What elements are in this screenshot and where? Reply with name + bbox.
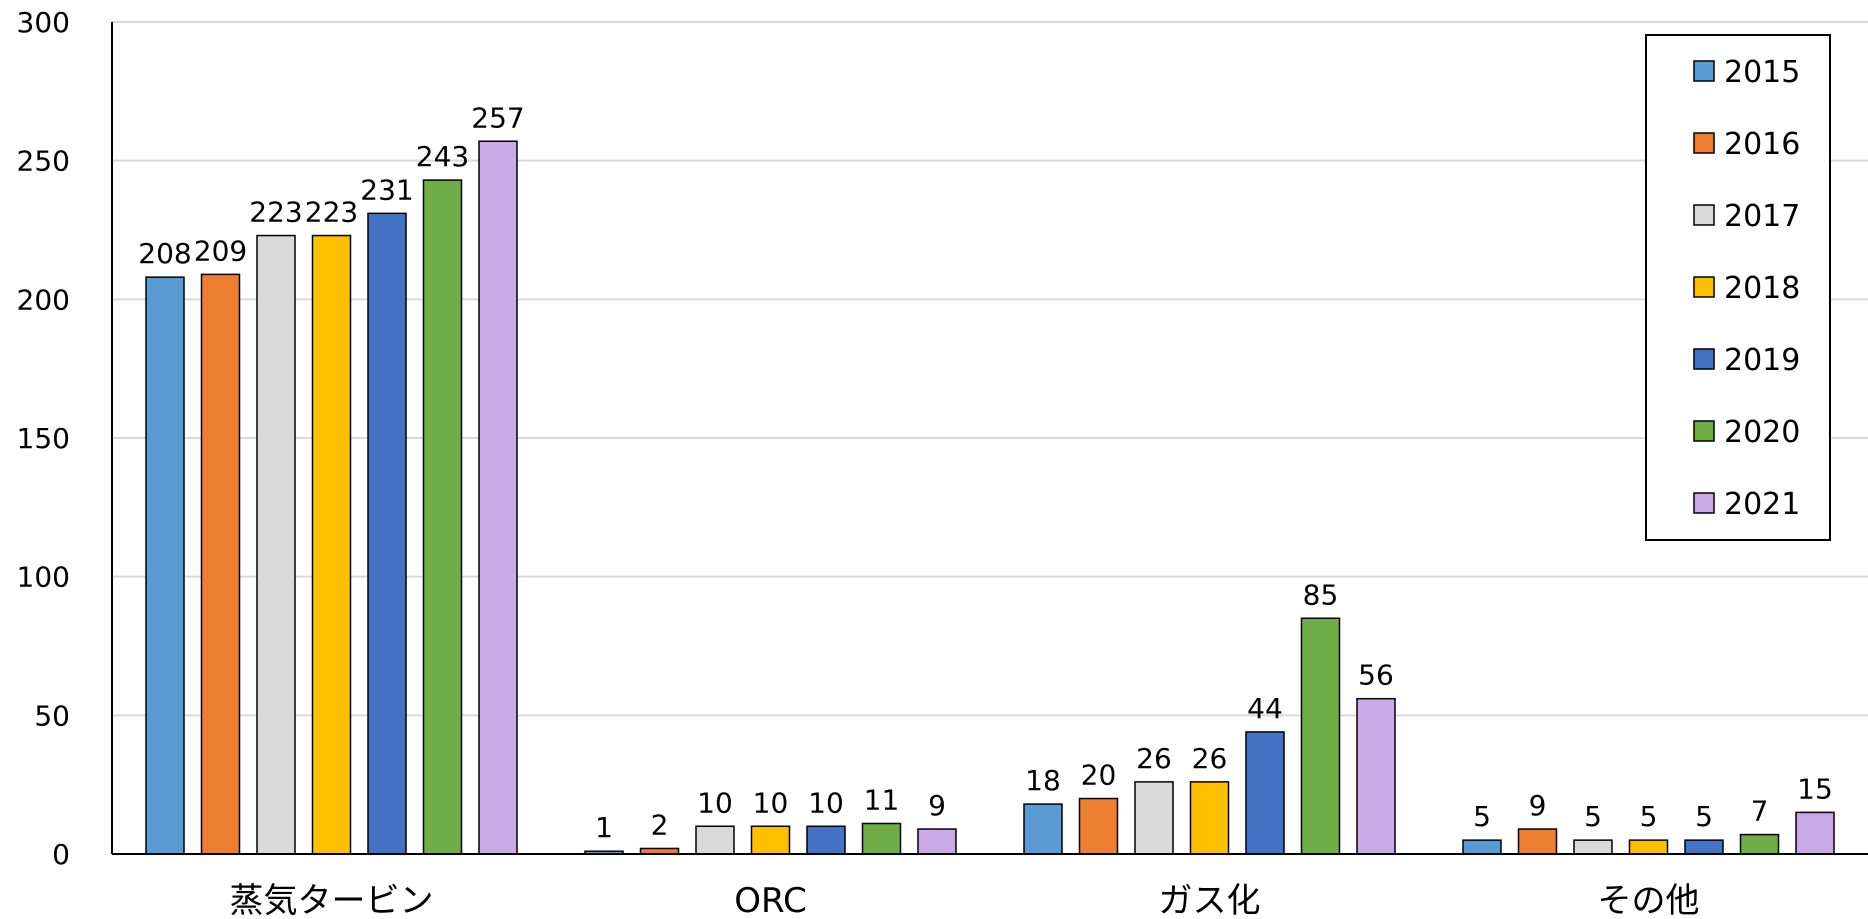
data-label: 10 <box>697 786 733 819</box>
data-label: 44 <box>1247 692 1283 725</box>
legend-label: 2015 <box>1724 55 1800 90</box>
legend-swatch <box>1693 492 1715 514</box>
data-label: 10 <box>753 786 789 819</box>
data-label: 5 <box>1695 800 1713 833</box>
bar-2017-1 <box>695 825 735 855</box>
data-label: 5 <box>1640 800 1658 833</box>
data-label: 18 <box>1025 764 1061 797</box>
legend-swatch <box>1693 276 1715 298</box>
legend: 2015 2016 2017 2018 2019 2020 2021 <box>1645 34 1831 541</box>
legend-label: 2021 <box>1724 487 1800 522</box>
category-label: ORC <box>734 881 806 919</box>
bar-2019-3 <box>1684 839 1724 855</box>
data-label: 15 <box>1797 772 1833 805</box>
y-tick-label: 0 <box>52 838 70 871</box>
category-label: 蒸気タービン <box>230 881 434 919</box>
y-tick-label: 150 <box>17 422 70 455</box>
bar-2019-0 <box>367 212 407 855</box>
legend-swatch <box>1693 132 1715 154</box>
bar-2020-0 <box>422 179 463 855</box>
legend-swatch <box>1693 204 1715 226</box>
bar-2021-3 <box>1795 811 1835 855</box>
data-label: 257 <box>471 101 524 134</box>
data-label: 7 <box>1751 795 1769 828</box>
data-label: 10 <box>808 786 844 819</box>
data-label: 26 <box>1192 742 1228 775</box>
data-label: 85 <box>1303 578 1339 611</box>
bar-2020-2 <box>1300 617 1341 855</box>
bar-2020-1 <box>861 822 902 855</box>
data-label: 2 <box>651 808 669 841</box>
data-label: 20 <box>1081 759 1117 792</box>
bar-2016-0 <box>200 273 241 855</box>
data-label: 5 <box>1584 800 1602 833</box>
y-tick-label: 200 <box>17 283 70 316</box>
y-tick-label: 250 <box>17 145 70 178</box>
bar-2017-3 <box>1573 839 1613 855</box>
data-label: 56 <box>1358 659 1394 692</box>
bar-2018-0 <box>311 234 352 855</box>
y-tick-label: 300 <box>17 6 70 39</box>
bar-2019-2 <box>1245 731 1285 855</box>
data-label: 5 <box>1473 800 1491 833</box>
bars <box>145 140 1835 855</box>
bar-2018-1 <box>750 825 791 855</box>
data-label: 1 <box>595 811 613 844</box>
legend-label: 2017 <box>1724 199 1800 234</box>
bar-2018-2 <box>1189 781 1230 855</box>
legend-swatch <box>1693 60 1715 82</box>
legend-label: 2019 <box>1724 343 1800 378</box>
category-label: ガス化 <box>1159 881 1261 919</box>
data-label: 26 <box>1136 742 1172 775</box>
legend-swatch <box>1693 420 1715 442</box>
bar-2015-3 <box>1462 839 1502 855</box>
y-tick-label: 50 <box>34 699 70 732</box>
category-label: その他 <box>1598 881 1700 919</box>
legend-label: 2016 <box>1724 127 1800 162</box>
bar-2017-0 <box>256 234 296 855</box>
bar-2016-3 <box>1517 828 1558 855</box>
data-label: 243 <box>416 140 469 173</box>
legend-swatch <box>1693 348 1715 370</box>
data-label: 231 <box>360 173 413 206</box>
bar-2021-2 <box>1356 697 1396 855</box>
y-axis-ticks: 0 50 100 150 200 250 300 <box>17 6 70 871</box>
data-label: 9 <box>1529 789 1547 822</box>
bar-2015-2 <box>1023 803 1063 855</box>
bar-2021-1 <box>917 828 957 855</box>
data-label: 223 <box>249 196 302 229</box>
legend-label: 2018 <box>1724 271 1800 306</box>
data-label: 223 <box>305 196 358 229</box>
data-label: 208 <box>138 237 191 270</box>
axes <box>111 22 1868 855</box>
bar-2019-1 <box>806 825 846 855</box>
data-label: 209 <box>194 234 247 267</box>
legend-box <box>1645 34 1831 541</box>
bar-2021-0 <box>478 140 518 855</box>
bar-2018-3 <box>1628 839 1669 855</box>
bar-2015-0 <box>145 276 185 855</box>
data-label: 9 <box>928 789 946 822</box>
y-tick-label: 100 <box>17 561 70 594</box>
bar-2016-2 <box>1078 797 1119 855</box>
bar-2017-2 <box>1134 781 1174 855</box>
bar-2020-3 <box>1739 833 1780 855</box>
x-axis-categories: 蒸気タービン ORC ガス化 その他 <box>230 881 1700 919</box>
legend-label: 2020 <box>1724 415 1800 450</box>
data-label: 11 <box>864 783 900 816</box>
